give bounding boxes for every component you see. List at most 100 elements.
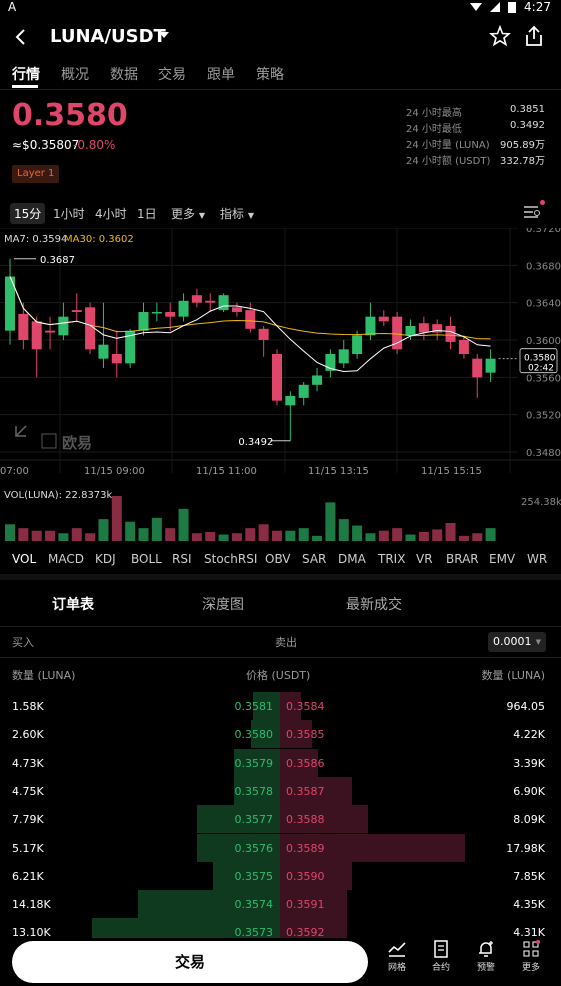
indicator-tab-stochrsi[interactable]: StochRSI	[204, 552, 258, 566]
ask-price: 0.3584	[286, 700, 325, 713]
interval-1h[interactable]: 1小时	[53, 207, 85, 221]
indicator-tabs: VOL MACD KDJ BOLL RSI StochRSI OBV SAR DMA TRIX VR…	[0, 550, 561, 570]
volume-bar	[445, 523, 456, 541]
high-label: 0.3687	[40, 255, 75, 266]
ask-price: 0.3586	[286, 756, 325, 770]
interval-bar: 15分 1小时 4小时 1日 更多 ▼ 指标 ▼	[0, 200, 561, 224]
bid-depth-bar	[213, 861, 280, 890]
candlestick-chart[interactable]: 0.3720 0.3680 0.3640 0.3600 0.3560 0.3520 0.34…	[0, 228, 561, 548]
tab-indicator	[12, 85, 38, 88]
orderbook-row[interactable]: 14.18K 0.3574 0.3591 4.35K	[0, 890, 561, 919]
orderbook-row[interactable]: 6.21K 0.3575 0.3590 7.85K	[0, 861, 561, 890]
tab-overview[interactable]: 概况	[61, 67, 89, 83]
tab-orderbook[interactable]: 订单表	[52, 597, 94, 613]
x-tick-label: 11/15 13:15	[308, 466, 369, 477]
candle-body	[71, 310, 82, 312]
indicator-tab-boll[interactable]: BOLL	[131, 552, 162, 566]
section-gap	[0, 574, 561, 580]
signal-icon	[490, 2, 501, 12]
back-icon[interactable]	[14, 28, 28, 46]
indicator-tab-vr[interactable]: VR	[416, 552, 433, 566]
bid-price: 0.3578	[234, 784, 274, 798]
share-icon[interactable]	[524, 25, 544, 47]
volume-bar	[231, 533, 242, 541]
indicator-tab-obv[interactable]: OBV	[265, 552, 291, 566]
indicator-tab-kdj[interactable]: KDJ	[95, 552, 116, 566]
star-icon[interactable]	[489, 25, 511, 47]
indicator-tab-macd[interactable]: MACD	[48, 552, 84, 566]
orderbook-row[interactable]: 1.58K 0.3581 0.3584 964.05	[0, 692, 561, 720]
tab-depth-chart[interactable]: 深度图	[202, 597, 244, 613]
y-tick-label: 0.3680	[526, 261, 561, 272]
bid-depth-bar	[196, 805, 280, 834]
bid-qty: 14.18K	[12, 898, 51, 912]
tab-market[interactable]: 行情	[12, 67, 40, 83]
bid-price: 0.3579	[234, 756, 274, 770]
precision-select[interactable]: 0.0001 ▼	[488, 632, 546, 652]
ask-qty: 8.09K	[513, 813, 545, 827]
nav-alert[interactable]: 预警	[468, 940, 504, 973]
candle-body	[165, 312, 176, 317]
volume-legend: VOL(LUNA): 22.8373k	[4, 490, 113, 501]
indicator-tab-wr[interactable]: WR	[527, 552, 548, 566]
volume-bar	[325, 502, 336, 541]
volume-bar	[472, 533, 483, 541]
interval-more[interactable]: 更多 ▼	[171, 205, 205, 222]
tab-copy[interactable]: 跟单	[207, 67, 235, 83]
interval-1d[interactable]: 1日	[137, 207, 157, 221]
watermark-text: 欧易	[62, 434, 92, 452]
candle-body	[445, 326, 456, 342]
ask-qty: 4.22K	[513, 728, 545, 742]
caret-down-icon: ▼	[535, 638, 541, 646]
indicator-tab-sar[interactable]: SAR	[302, 552, 327, 566]
bid-depth-bar	[250, 720, 280, 749]
wifi-icon	[470, 3, 483, 11]
status-time: 4:27	[524, 0, 551, 14]
trade-button[interactable]: 交易	[12, 941, 368, 983]
chart-settings-icon[interactable]	[523, 205, 541, 219]
nav-more[interactable]: 更多	[513, 940, 549, 973]
x-tick-label: 07:00	[0, 466, 29, 477]
nav-grid[interactable]: 网格	[379, 940, 415, 973]
indicator-tab-emv[interactable]: EMV	[489, 552, 516, 566]
interval-4h[interactable]: 4小时	[95, 207, 127, 221]
stat-label: 24 小时最低	[406, 124, 462, 135]
stat-label: 24 小时额 (USDT)	[406, 156, 491, 167]
indicator-tab-brar[interactable]: BRAR	[446, 552, 479, 566]
volume-bar	[405, 534, 416, 541]
category-tag[interactable]: Layer 1	[12, 165, 60, 183]
indicator-tab-rsi[interactable]: RSI	[172, 552, 192, 566]
ask-depth-bar	[280, 805, 369, 834]
ask-qty: 6.90K	[513, 784, 545, 798]
indicator-tab-dma[interactable]: DMA	[338, 552, 366, 566]
indicator-tab-trix[interactable]: TRIX	[378, 552, 406, 566]
bid-qty: 6.21K	[12, 869, 44, 883]
tab-trade[interactable]: 交易	[158, 67, 186, 83]
candle-body	[218, 295, 229, 311]
candle-body	[285, 396, 296, 406]
bid-depth-bar	[234, 776, 280, 805]
orderbook-row[interactable]: 7.79K 0.3577 0.3588 8.09K	[0, 805, 561, 834]
nav-label: 预警	[476, 963, 495, 973]
volume-bar	[378, 530, 389, 541]
col-bid-qty: 数量 (LUNA)	[12, 669, 76, 682]
candle-body	[458, 340, 469, 354]
orderbook-row[interactable]: 4.75K 0.3578 0.3587 6.90K	[0, 776, 561, 805]
orderbook-row[interactable]: 5.17K 0.3576 0.3589 17.98K	[0, 833, 561, 862]
x-tick-label: 11/15 15:15	[421, 466, 482, 477]
nav-contract[interactable]: 合约	[423, 940, 459, 973]
orderbook-row[interactable]: 2.60K 0.3580 0.3585 4.22K	[0, 720, 561, 749]
tab-data[interactable]: 数据	[110, 67, 138, 83]
interval-15m[interactable]: 15分	[10, 203, 46, 224]
volume-bar	[31, 530, 42, 541]
sell-label: 卖出	[275, 636, 297, 649]
indicator-menu[interactable]: 指标 ▼	[220, 205, 254, 222]
indicator-tab-vol[interactable]: VOL	[12, 552, 37, 566]
pair-title[interactable]: LUNA/USDT	[50, 26, 166, 47]
tab-strategy[interactable]: 策略	[256, 67, 284, 83]
tab-latest-trades[interactable]: 最新成交	[346, 597, 402, 613]
caret-down-icon[interactable]	[159, 32, 169, 39]
alert-bell-icon	[479, 941, 493, 957]
orderbook-row[interactable]: 4.73K 0.3579 0.3586 3.39K	[0, 748, 561, 777]
stat-value: 905.89万	[500, 140, 545, 151]
